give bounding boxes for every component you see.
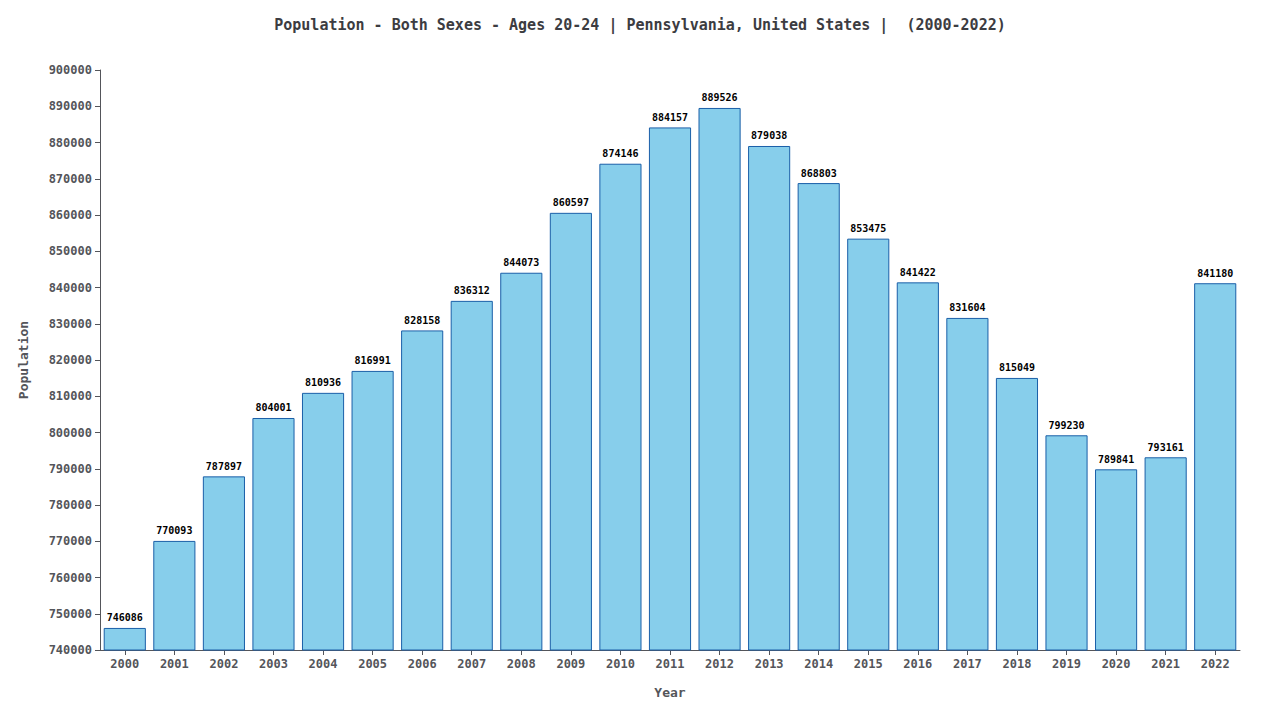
svg-text:890000: 890000 bbox=[49, 99, 92, 113]
svg-text:770000: 770000 bbox=[49, 534, 92, 548]
svg-text:889526: 889526 bbox=[702, 92, 738, 103]
svg-text:831604: 831604 bbox=[949, 302, 985, 313]
svg-text:2019: 2019 bbox=[1052, 657, 1081, 671]
svg-text:850000: 850000 bbox=[49, 244, 92, 258]
svg-text:841180: 841180 bbox=[1197, 268, 1233, 279]
svg-text:800000: 800000 bbox=[49, 426, 92, 440]
svg-text:746086: 746086 bbox=[107, 612, 143, 623]
svg-text:804001: 804001 bbox=[255, 402, 291, 413]
svg-text:900000: 900000 bbox=[49, 63, 92, 77]
svg-text:2007: 2007 bbox=[457, 657, 486, 671]
svg-text:879038: 879038 bbox=[751, 130, 787, 141]
svg-text:760000: 760000 bbox=[49, 571, 92, 585]
svg-text:2014: 2014 bbox=[804, 657, 833, 671]
svg-text:2009: 2009 bbox=[556, 657, 585, 671]
svg-text:860597: 860597 bbox=[553, 197, 589, 208]
svg-text:874146: 874146 bbox=[602, 148, 638, 159]
svg-text:789841: 789841 bbox=[1098, 454, 1134, 465]
svg-text:2006: 2006 bbox=[408, 657, 437, 671]
svg-text:2005: 2005 bbox=[358, 657, 387, 671]
svg-text:853475: 853475 bbox=[850, 223, 886, 234]
svg-text:Population: Population bbox=[16, 321, 31, 399]
svg-text:2002: 2002 bbox=[209, 657, 238, 671]
svg-text:2001: 2001 bbox=[160, 657, 189, 671]
svg-text:2000: 2000 bbox=[110, 657, 139, 671]
svg-text:884157: 884157 bbox=[652, 112, 688, 123]
svg-text:780000: 780000 bbox=[49, 498, 92, 512]
svg-text:2011: 2011 bbox=[656, 657, 685, 671]
svg-text:2017: 2017 bbox=[953, 657, 982, 671]
svg-text:2016: 2016 bbox=[903, 657, 932, 671]
svg-text:2003: 2003 bbox=[259, 657, 288, 671]
svg-text:830000: 830000 bbox=[49, 317, 92, 331]
svg-text:Year: Year bbox=[654, 685, 685, 700]
svg-text:787897: 787897 bbox=[206, 461, 242, 472]
svg-text:870000: 870000 bbox=[49, 172, 92, 186]
svg-text:2004: 2004 bbox=[309, 657, 338, 671]
svg-text:750000: 750000 bbox=[49, 607, 92, 621]
svg-text:810936: 810936 bbox=[305, 377, 341, 388]
svg-text:2018: 2018 bbox=[1003, 657, 1032, 671]
svg-text:2022: 2022 bbox=[1201, 657, 1230, 671]
svg-text:793161: 793161 bbox=[1148, 442, 1184, 453]
svg-text:844073: 844073 bbox=[503, 257, 539, 268]
svg-text:2021: 2021 bbox=[1151, 657, 1180, 671]
svg-text:810000: 810000 bbox=[49, 389, 92, 403]
svg-text:860000: 860000 bbox=[49, 208, 92, 222]
svg-text:740000: 740000 bbox=[49, 643, 92, 657]
svg-text:770093: 770093 bbox=[156, 525, 192, 536]
svg-text:880000: 880000 bbox=[49, 136, 92, 150]
svg-text:820000: 820000 bbox=[49, 353, 92, 367]
svg-text:2008: 2008 bbox=[507, 657, 536, 671]
svg-text:2015: 2015 bbox=[854, 657, 883, 671]
svg-text:828158: 828158 bbox=[404, 315, 440, 326]
svg-text:815049: 815049 bbox=[999, 362, 1035, 373]
svg-text:840000: 840000 bbox=[49, 281, 92, 295]
svg-text:2012: 2012 bbox=[705, 657, 734, 671]
svg-text:2013: 2013 bbox=[755, 657, 784, 671]
svg-text:836312: 836312 bbox=[454, 285, 490, 296]
svg-text:2010: 2010 bbox=[606, 657, 635, 671]
svg-text:2020: 2020 bbox=[1102, 657, 1131, 671]
svg-text:816991: 816991 bbox=[355, 355, 391, 366]
svg-text:868803: 868803 bbox=[801, 168, 837, 179]
svg-text:799230: 799230 bbox=[1048, 420, 1084, 431]
svg-text:Population - Both Sexes - Ages: Population - Both Sexes - Ages 20-24 | P… bbox=[274, 16, 1006, 35]
svg-text:790000: 790000 bbox=[49, 462, 92, 476]
svg-text:841422: 841422 bbox=[900, 267, 936, 278]
